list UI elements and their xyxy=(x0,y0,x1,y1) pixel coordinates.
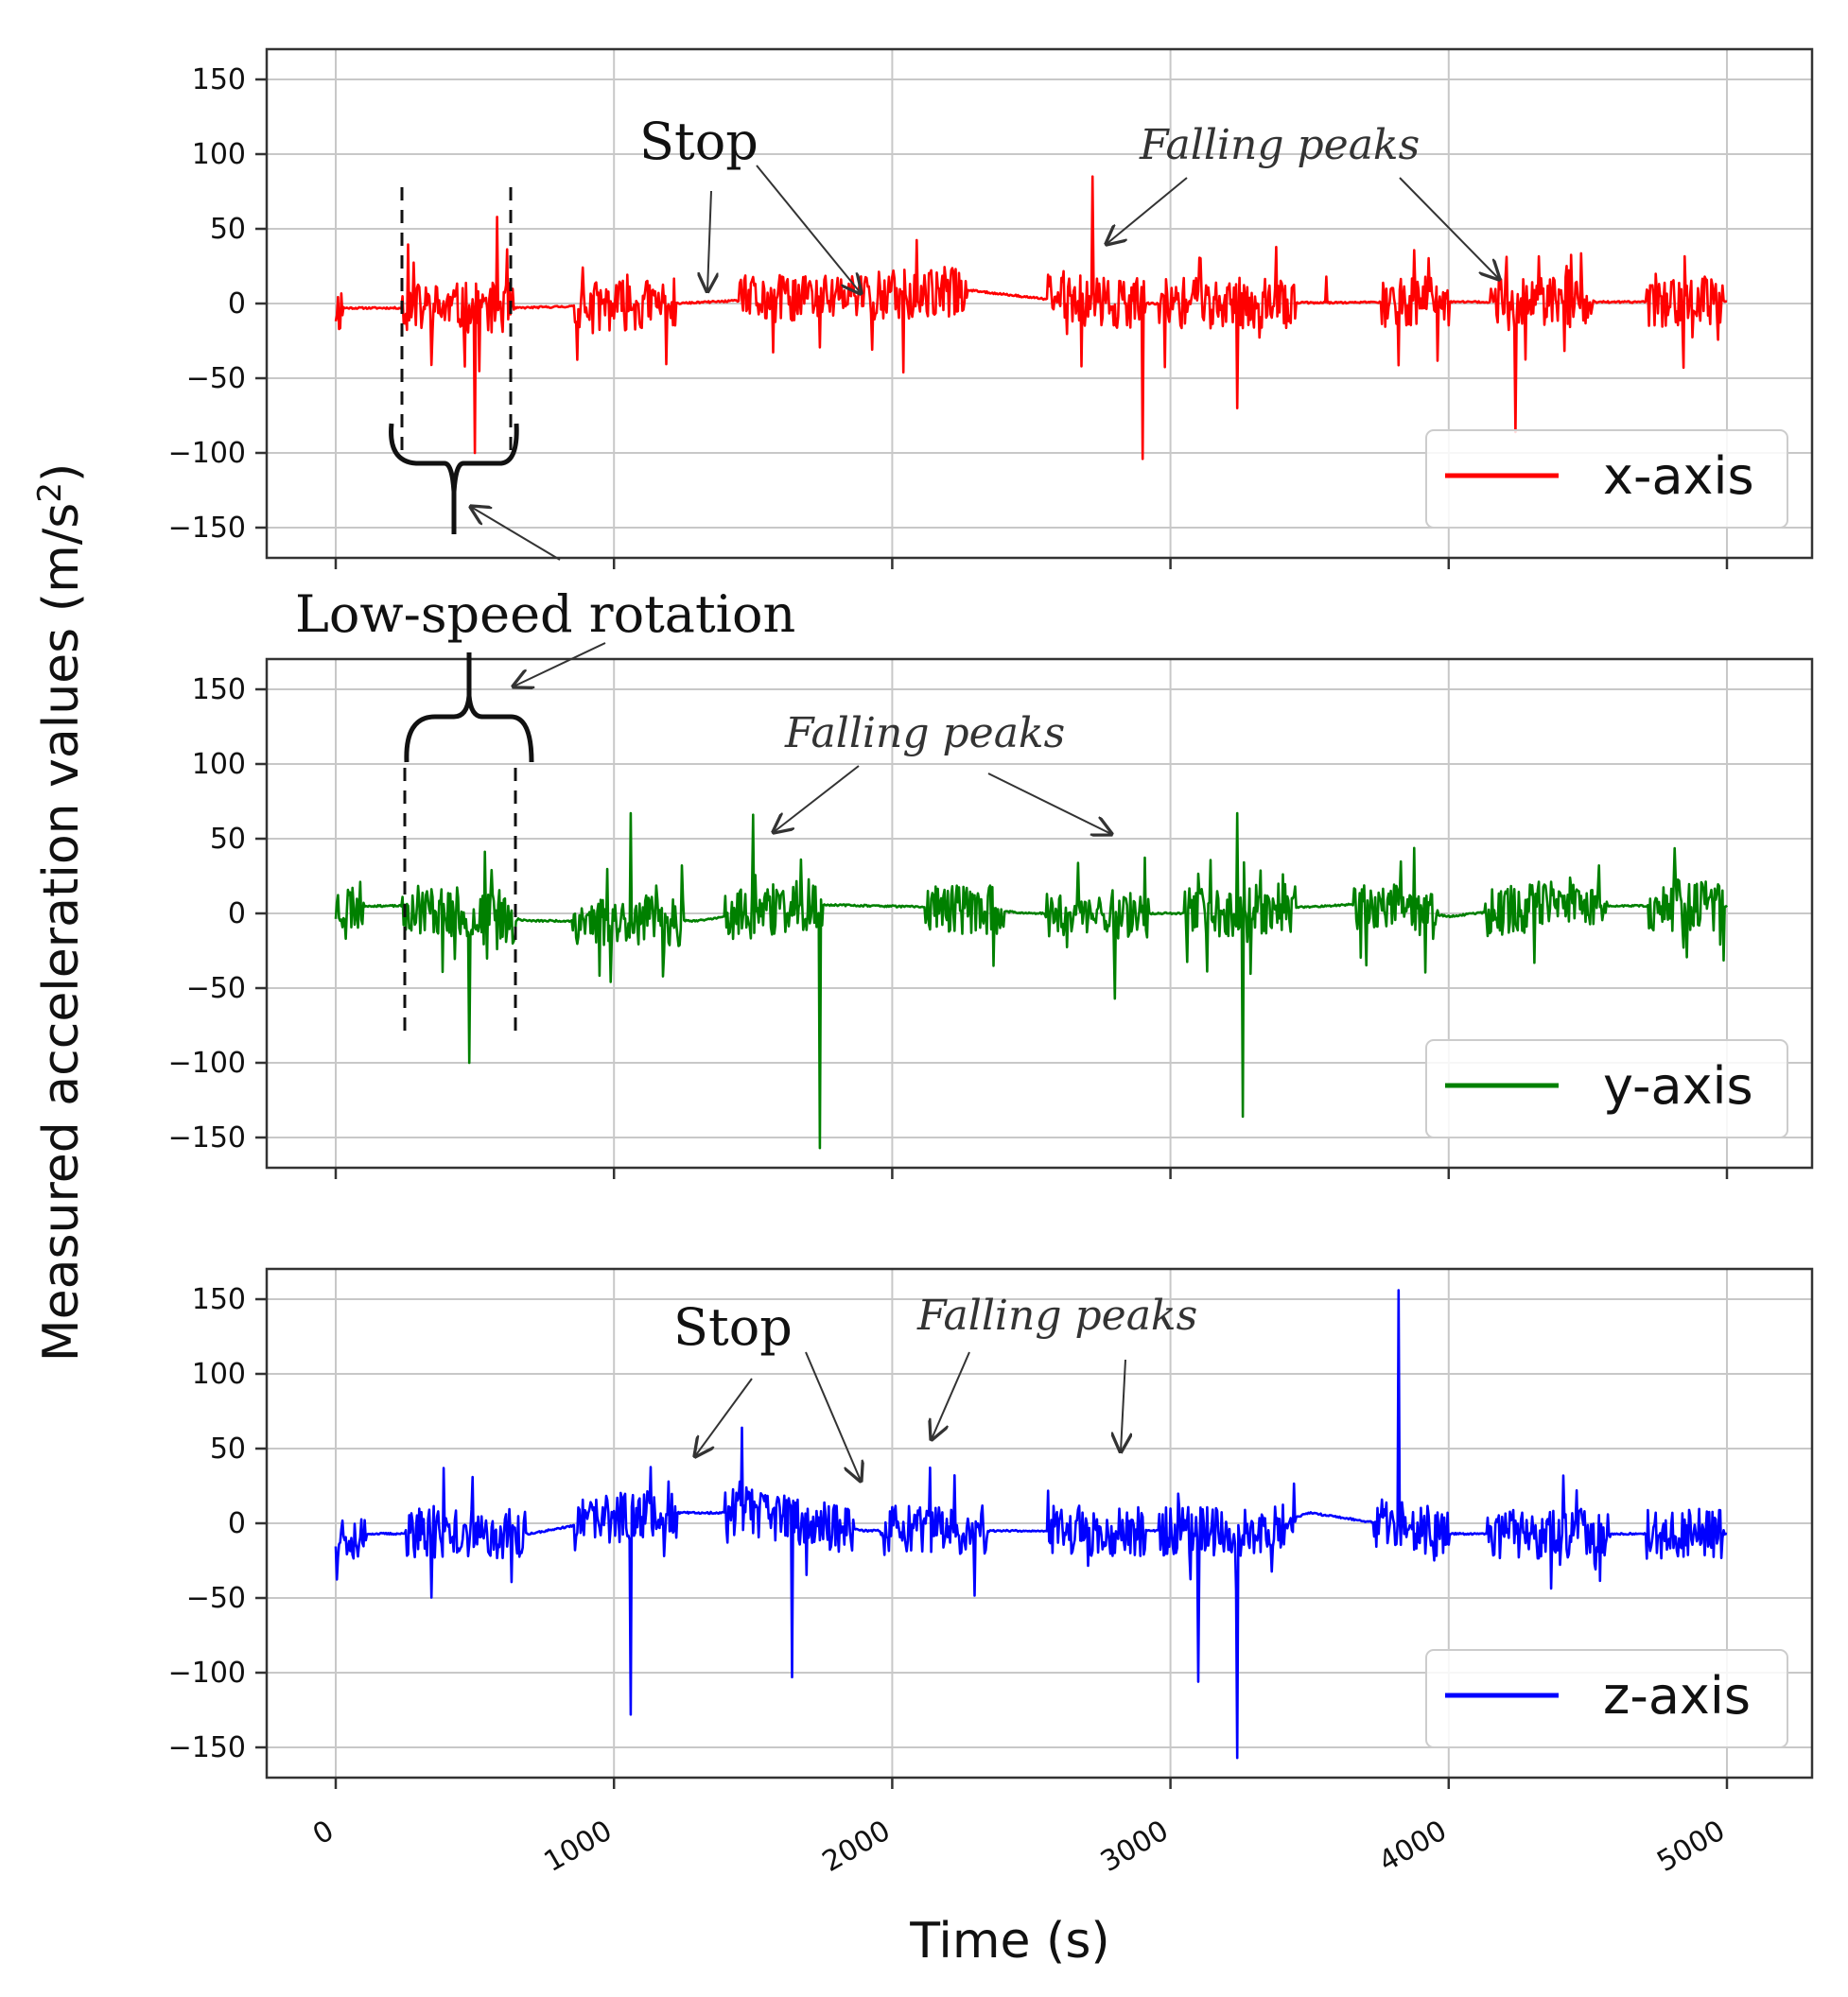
y-tick-label: 0 xyxy=(228,897,246,930)
legend-label: x-axis xyxy=(1603,446,1754,506)
x-axis-title: Time (s) xyxy=(909,1913,1109,1970)
series-line xyxy=(334,175,1728,460)
y-tick-label: 150 xyxy=(192,1283,246,1316)
y-tick-label: 100 xyxy=(192,748,246,781)
annotation-arrow xyxy=(695,1378,753,1456)
annotation-arrow xyxy=(756,165,861,293)
panel-z-axis: 150 100 50 0 −50 −100 −150 0 1000 2000 3000 4000 50… xyxy=(168,1267,1814,1879)
annotation-arrow xyxy=(514,642,606,686)
y-ticks: 150 100 50 0 −50 −100 −150 xyxy=(168,673,267,1155)
x-ticks xyxy=(334,1168,1729,1179)
x-tick-label: 1000 xyxy=(539,1815,619,1879)
annotation-low-speed-rotation: Low-speed rotation xyxy=(295,584,795,644)
y-tick-label: −150 xyxy=(168,512,246,545)
y-axis-title-main: Measured acceleration values (m/s xyxy=(33,503,90,1363)
annotation-falling-peaks: Falling peaks xyxy=(1139,121,1420,169)
series-line-y-axis xyxy=(334,811,1728,1150)
y-tick-label: −150 xyxy=(168,1121,246,1155)
y-axis-title-sup: 2 xyxy=(31,482,69,503)
x-tick-label: 0 xyxy=(307,1815,340,1852)
annotation-stop: Stop xyxy=(673,1297,793,1357)
x-tick-label: 3000 xyxy=(1095,1815,1175,1879)
x-tick-label: 4000 xyxy=(1373,1815,1453,1879)
panel-x-axis: 150 100 50 0 −50 −100 −150 x-axis Stop Falling… xyxy=(168,47,1814,569)
series-line xyxy=(334,1289,1728,1760)
annotation-arrow xyxy=(987,773,1111,834)
y-tick-label: 50 xyxy=(210,1433,246,1466)
legend: y-axis xyxy=(1425,1039,1788,1138)
x-tick-label: 2000 xyxy=(817,1815,897,1879)
annotation-arrow xyxy=(707,190,711,291)
annotation-falling-peaks: Falling peaks xyxy=(784,709,1065,757)
y-tick-label: −100 xyxy=(168,1047,246,1080)
y-axis-title-tail: ) xyxy=(33,463,90,482)
y-tick-label: 50 xyxy=(210,823,246,856)
y-tick-label: 100 xyxy=(192,138,246,171)
low-speed-brace xyxy=(389,423,519,534)
y-ticks: 150 100 50 0 −50 −100 −150 xyxy=(168,63,267,545)
annotation-arrow xyxy=(932,1351,970,1439)
legend-box xyxy=(1425,1649,1788,1748)
annotation-arrow xyxy=(774,765,860,832)
y-tick-label: 150 xyxy=(192,673,246,706)
legend-box xyxy=(1425,1039,1788,1138)
legend: x-axis xyxy=(1425,429,1788,529)
y-tick-label: 100 xyxy=(192,1358,246,1391)
y-tick-label: −50 xyxy=(186,972,246,1005)
annotation-falling-peaks: Falling peaks xyxy=(916,1292,1197,1340)
annotation-arrow xyxy=(1107,177,1188,244)
y-tick-label: −150 xyxy=(168,1731,246,1764)
annotations: Stop Falling peaks xyxy=(389,112,1499,561)
legend-label: z-axis xyxy=(1603,1666,1751,1726)
series-line xyxy=(334,811,1728,1150)
annotation-arrow xyxy=(1121,1359,1125,1451)
y-tick-label: 0 xyxy=(228,1507,246,1540)
y-tick-label: 150 xyxy=(192,63,246,96)
annotation-stop: Stop xyxy=(639,112,758,171)
legend: z-axis xyxy=(1425,1649,1788,1748)
panel-y-axis: 150 100 50 0 −50 −100 −150 y-axis Falling peak… xyxy=(168,642,1814,1179)
annotation-arrow xyxy=(471,507,561,561)
annotation-arrow xyxy=(805,1351,861,1481)
y-tick-label: −50 xyxy=(186,362,246,395)
x-ticks xyxy=(334,558,1729,569)
y-axis-title: Measured acceleration values (m/s2) xyxy=(31,463,90,1363)
legend-label: y-axis xyxy=(1603,1056,1753,1116)
y-tick-label: −100 xyxy=(168,437,246,470)
series-line-z-axis xyxy=(334,1289,1728,1760)
y-tick-label: 50 xyxy=(210,213,246,246)
y-tick-label: 0 xyxy=(228,287,246,321)
low-speed-brace xyxy=(404,652,534,763)
annotations: Stop Falling peaks xyxy=(673,1292,1197,1481)
y-ticks: 150 100 50 0 −50 −100 −150 xyxy=(168,1283,267,1764)
x-tick-label: 5000 xyxy=(1651,1815,1731,1879)
legend-box xyxy=(1425,429,1788,529)
y-tick-label: −50 xyxy=(186,1582,246,1615)
annotations: Falling peaks xyxy=(403,642,1111,1040)
y-tick-label: −100 xyxy=(168,1657,246,1690)
annotation-arrow xyxy=(1399,177,1499,279)
x-ticks: 0 1000 2000 3000 4000 5000 xyxy=(307,1778,1731,1879)
series-line-x-axis xyxy=(334,175,1728,460)
